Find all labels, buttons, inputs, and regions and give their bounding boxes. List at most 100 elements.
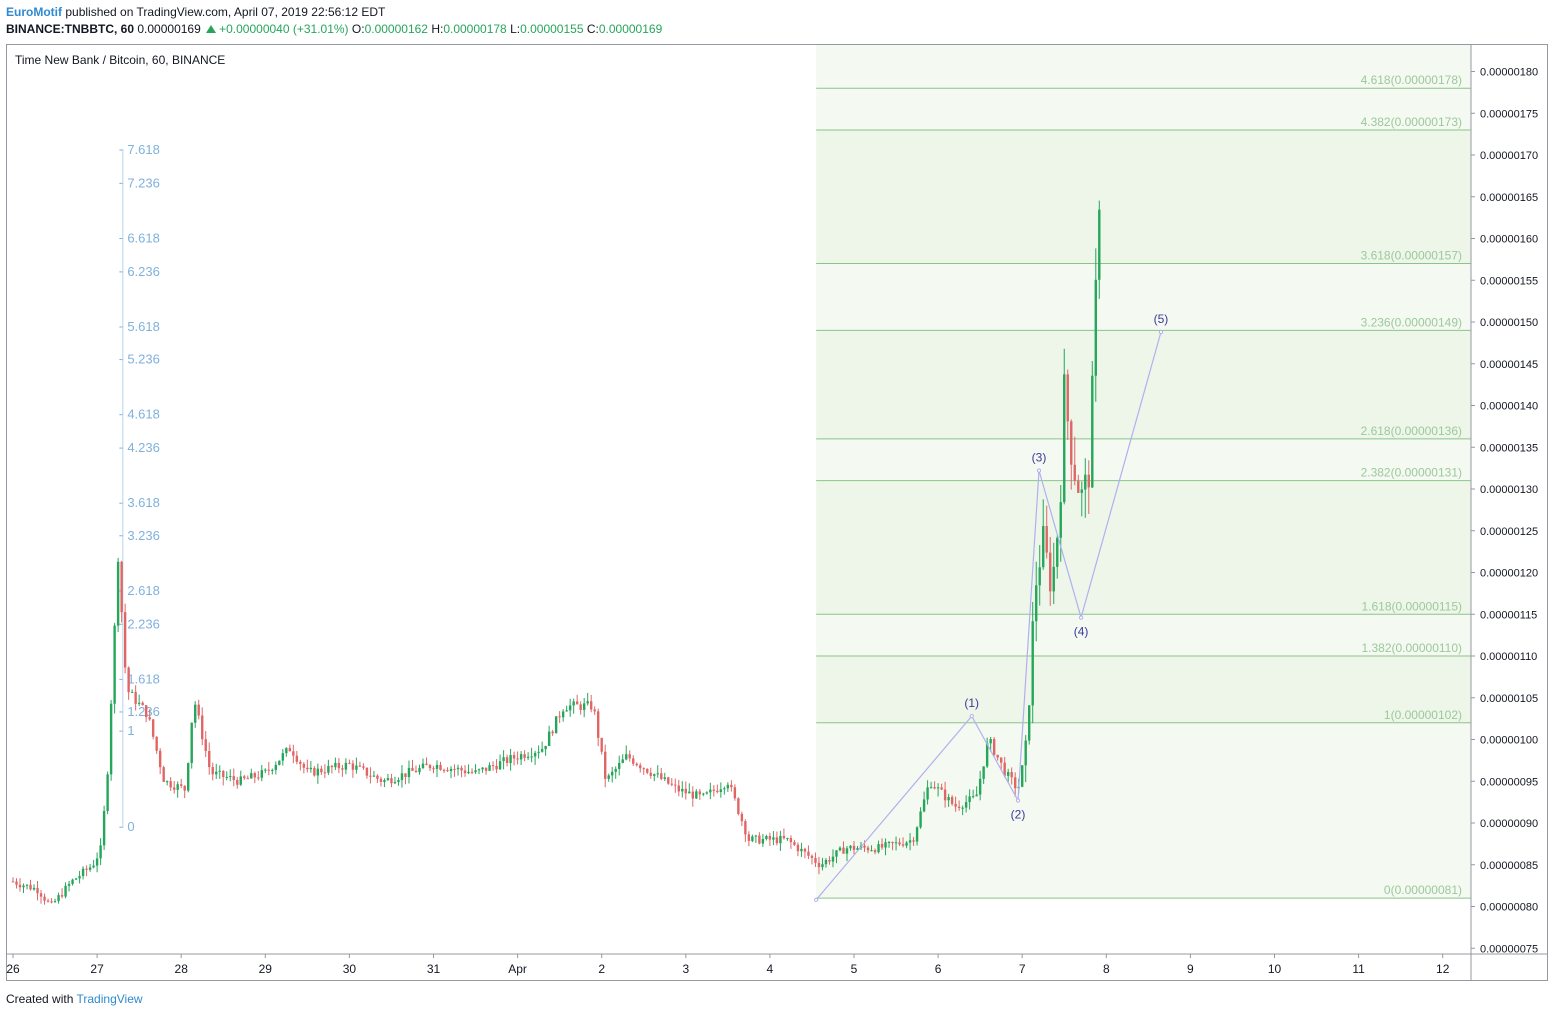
candle-body: [537, 751, 540, 753]
high-value: 0.00000178: [443, 22, 507, 36]
symbol: BINANCE:TNBBTC, 60: [6, 22, 135, 36]
candle-body: [369, 775, 372, 777]
low-value: 0.00000155: [520, 22, 584, 36]
candle-body: [957, 806, 961, 808]
wave-path[interactable]: [815, 331, 1162, 901]
candlesticks: [11, 200, 1101, 905]
candle-body: [267, 769, 271, 771]
candle-body: [912, 840, 915, 842]
candle-body: [961, 807, 964, 809]
wave-point[interactable]: [1015, 798, 1021, 803]
candle-body: [404, 773, 407, 778]
candle-body: [726, 784, 730, 789]
candle-body: [355, 765, 358, 770]
candle-body: [421, 763, 425, 768]
candle-body: [845, 848, 849, 854]
candle-body: [278, 760, 281, 765]
candle-body: [582, 703, 586, 710]
candle-body: [99, 845, 102, 859]
wave-point[interactable]: [969, 714, 974, 719]
candle-body: [849, 845, 852, 849]
left-fib-label: 0: [127, 819, 134, 834]
candle-body: [201, 715, 204, 740]
left-fib-label: 1: [127, 723, 134, 738]
candle-body: [670, 783, 673, 785]
candle-body: [968, 796, 971, 803]
candle-body: [940, 787, 943, 790]
left-fib-label: 5.618: [127, 319, 160, 334]
price-axis[interactable]: 0.00000075 0.00000080 0.00000085 0.00000090…: [1471, 67, 1538, 956]
candle-body: [933, 787, 936, 789]
wave-point[interactable]: [1158, 329, 1164, 335]
candle-body: [313, 767, 316, 776]
candle-body: [64, 885, 67, 897]
candle-body: [600, 737, 603, 752]
candle-body: [376, 775, 379, 779]
candle-body: [761, 839, 765, 844]
candle-body: [554, 716, 558, 734]
candle-body: [807, 851, 810, 856]
candle-body: [43, 896, 46, 901]
candle-body: [502, 757, 505, 762]
candle-body: [320, 768, 323, 773]
candle-body: [702, 793, 705, 795]
candle-body: [341, 768, 344, 770]
wave-point[interactable]: [814, 897, 819, 902]
candle-body: [824, 859, 828, 865]
chart-frame[interactable]: [6, 44, 1548, 981]
candle-body: [243, 776, 246, 779]
candle-body: [418, 767, 421, 773]
candle-body: [477, 769, 481, 771]
candle-body: [1094, 279, 1097, 376]
author-link[interactable]: EuroMotif: [6, 5, 62, 19]
candle-body: [1091, 375, 1094, 488]
candle-body: [67, 883, 71, 886]
left-fib-label: 7.236: [127, 175, 160, 190]
wave-label: (5): [1154, 312, 1169, 326]
price-tick-label: 0.00000155: [1480, 275, 1538, 287]
candle-body: [898, 842, 901, 845]
candle-body: [684, 788, 687, 794]
candle-body: [130, 691, 134, 693]
candle-body: [1031, 621, 1034, 706]
candle-body: [1003, 762, 1006, 776]
left-fib-label: 4.618: [127, 407, 160, 422]
candle-body: [1028, 705, 1031, 741]
candle-body: [264, 769, 267, 771]
footer: Created with TradingView: [6, 992, 143, 1006]
candle-body: [922, 799, 926, 812]
tradingview-logo[interactable]: TradingView: [76, 992, 143, 1006]
candle-body: [148, 717, 151, 720]
candle-body: [362, 766, 365, 768]
fib-band-top: [816, 45, 1471, 89]
candle-body: [596, 711, 600, 738]
candle-body: [400, 773, 404, 781]
time-axis[interactable]: 26 27 28 29 30 31 Apr 2 3 4 5 6 7 8 9 10 11 12: [6, 954, 1450, 976]
candle-body: [915, 827, 919, 842]
candle-body: [831, 856, 835, 862]
wave-point[interactable]: [1036, 468, 1042, 473]
candle-body: [744, 821, 747, 835]
fib-band: [816, 263, 1471, 331]
candle-body: [365, 767, 369, 776]
candle-body: [299, 761, 302, 764]
candle-body: [793, 842, 796, 845]
candle-body: [512, 755, 516, 759]
wave-point[interactable]: [1078, 615, 1084, 620]
candle-body: [250, 773, 253, 779]
candle-body: [747, 834, 751, 841]
candle-body: [649, 772, 652, 776]
candle-body: [604, 751, 607, 779]
candle-body: [681, 788, 684, 792]
candle-body: [53, 901, 57, 903]
price-tick-label: 0.00000180: [1480, 67, 1538, 79]
candle-body: [123, 612, 127, 668]
candle-body: [180, 784, 183, 786]
time-tick-label: 31: [427, 962, 441, 976]
candle-body: [1035, 585, 1038, 622]
candle-body: [964, 802, 968, 808]
time-tick-label: 27: [90, 962, 104, 976]
candle-body: [800, 848, 803, 852]
candle-body: [337, 762, 341, 769]
